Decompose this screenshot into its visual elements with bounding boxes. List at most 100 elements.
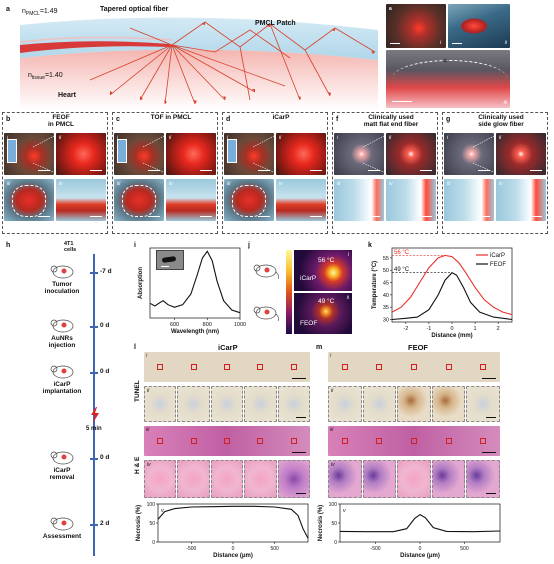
scale-bar [368, 215, 380, 217]
scale-bar [90, 169, 102, 171]
series-line [339, 513, 501, 533]
x-tick-label: 0 [232, 546, 235, 552]
fiber-inset [227, 139, 237, 163]
m-he-detail-5 [466, 460, 500, 498]
l-he-detail-1: iv [144, 460, 177, 498]
photo-d-3: iii [224, 179, 274, 221]
panel-label-d: d [226, 116, 231, 123]
photo-label: a [389, 6, 392, 12]
x-tick-label: 2 [497, 326, 500, 332]
thermal-image-ii: ii 49 °C FEOF [294, 293, 352, 334]
scale-bar [148, 215, 160, 217]
photo-c-4: iv [166, 179, 216, 221]
fiber-inset [7, 139, 17, 163]
tile-numeral: iii [337, 181, 341, 187]
x-tick-label: 600 [170, 322, 179, 328]
region-marker [341, 364, 348, 370]
x-tick-label: 500 [460, 546, 469, 552]
timeline-step-label: iCarP implantation [42, 381, 82, 395]
y-tick-label: 100 [329, 502, 338, 508]
photo-a-i: a [386, 4, 446, 48]
m-he-detail-1: iv [328, 460, 362, 498]
photo-d-2: ii [276, 133, 326, 175]
mouse-icon [253, 306, 279, 322]
row-numeral: iii [146, 427, 150, 433]
panel-label-a: a [6, 6, 10, 13]
panel-a: a nPMCL=1.49 Tapered optical fiber PMCL … [0, 0, 554, 110]
panel-title: Clinically used side glow fiber [478, 114, 524, 128]
photo-numeral: ii [504, 40, 507, 46]
panel-h: h 4T1 cells Tumor inoculation -7 d AuNRs i… [0, 240, 130, 564]
scale-bar [38, 169, 50, 171]
row-numeral: iii [330, 427, 334, 433]
timeline-day: 2 d [100, 520, 110, 527]
tile-numeral: iii [447, 181, 451, 187]
x-tick-label: 1000 [234, 322, 246, 328]
region-marker [290, 438, 297, 444]
region-marker [480, 364, 487, 370]
y-axis-label: Absorption [138, 267, 144, 299]
m-tunel-overview: i [328, 352, 500, 382]
scale-bar [485, 416, 496, 418]
scale-bar [292, 377, 306, 379]
pmcl-patch-label: PMCL Patch [255, 20, 296, 27]
tile-numeral: ii [499, 135, 502, 141]
scale-bar [420, 169, 432, 171]
necrosis-chart-feof: -500 0 500 0 50 100 Distance (μm) Necrosis (%) v [318, 502, 501, 559]
scale-bar [482, 377, 496, 379]
patch-outline [12, 185, 46, 217]
y-tick-label: 30 [383, 318, 389, 324]
mouse-icon [50, 319, 74, 333]
scale-bar [148, 169, 160, 171]
photo-b-1: i [4, 133, 54, 175]
panel-l-title: iCarP [218, 343, 238, 352]
y-tick-label: 45 [383, 281, 389, 287]
scale-bar [292, 451, 306, 453]
x-axis-label: Distance (μm) [400, 553, 440, 559]
thermal-name-ii: FEOF [300, 320, 318, 327]
timeline-tick [90, 326, 98, 328]
tile-numeral: iii [7, 181, 11, 187]
mouse-icon [50, 451, 74, 465]
photo-g-4: iv [496, 179, 546, 221]
region-marker [376, 364, 383, 370]
scale-bar [200, 169, 212, 171]
l-he-detail-3 [210, 460, 244, 498]
tile-numeral: ii [279, 135, 282, 141]
l-tunel-overview: i [144, 352, 310, 382]
tile-numeral: iv [389, 181, 393, 187]
photo-b-3: iii [4, 179, 54, 221]
l-he-detail-5 [277, 460, 310, 498]
panel-label-c: c [116, 116, 120, 123]
panel-label-m: m [316, 344, 323, 351]
x-tick-label: -500 [371, 546, 381, 552]
photo-g-2: ii [496, 133, 546, 175]
temperature-chart: -2 -1 0 1 2 30 35 40 45 50 55 Distance (mm) Temperat… [372, 247, 513, 339]
tile-numeral: iii [117, 181, 121, 187]
l-tunel-detail-2 [177, 386, 210, 422]
m-tunel-detail-2 [362, 386, 397, 422]
timeline-day: 0 d [100, 322, 110, 329]
chart-numeral: v [161, 508, 165, 514]
m-he-detail-4 [431, 460, 466, 498]
mouse-icon [253, 264, 279, 280]
plot-frame [339, 503, 501, 543]
photo-d-1: i [224, 133, 274, 175]
absorption-chart: 600 800 1000 Wavelength (nm) Absorption [138, 247, 246, 335]
cells-label: 4T1 cells [64, 241, 77, 253]
y-tick-label: 100 [147, 502, 156, 508]
scale-bar [295, 492, 306, 494]
thermal-numeral: ii [346, 295, 349, 301]
y-tick-label: 35 [383, 305, 389, 311]
thermal-temp-i: 56 °C [318, 257, 335, 264]
l-tunel-detail-4 [244, 386, 277, 422]
photo-c-3: iii [114, 179, 164, 221]
region-marker [224, 364, 230, 370]
tile-numeral: i [7, 135, 9, 141]
photo-g-1: i [444, 133, 494, 175]
photo-a-ii: ii [448, 4, 510, 48]
scale-bar [200, 215, 212, 217]
region-marker [341, 438, 348, 444]
timeline-step-label: AuNRs injection [48, 335, 76, 349]
peak-annotation: 56 °C [394, 250, 410, 256]
